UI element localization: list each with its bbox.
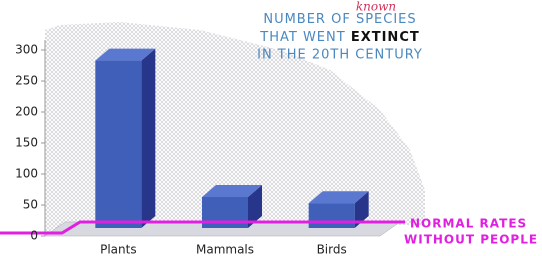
bar-front: [309, 203, 355, 228]
title-line: IN THE 20TH CENTURY: [257, 48, 423, 63]
bar-side: [141, 49, 155, 228]
y-tick-label: 200: [15, 105, 38, 119]
y-tick-label: 100: [15, 167, 38, 181]
annotation: WITHOUT PEOPLE: [404, 233, 538, 247]
title-line: NUMBER OF SPECIES: [263, 12, 416, 27]
annotation: NORMAL RATES: [410, 217, 527, 231]
y-tick-label: 250: [15, 74, 38, 88]
x-tick-label: Birds: [317, 243, 347, 256]
chart: NUMBER OF SPECIES known THAT WENT EXTINC…: [0, 0, 542, 256]
title-insert: known: [356, 0, 396, 14]
y-tick-label: 50: [23, 198, 38, 212]
bar: [95, 49, 155, 228]
title-line: THAT WENT EXTINCT: [259, 30, 419, 45]
x-tick-label: Mammals: [196, 243, 254, 256]
y-tick-label: 150: [15, 136, 38, 150]
y-tick-label: 0: [30, 229, 38, 243]
bar-front: [95, 61, 141, 228]
y-tick-label: 300: [15, 43, 38, 57]
x-tick-label: Plants: [100, 243, 137, 256]
